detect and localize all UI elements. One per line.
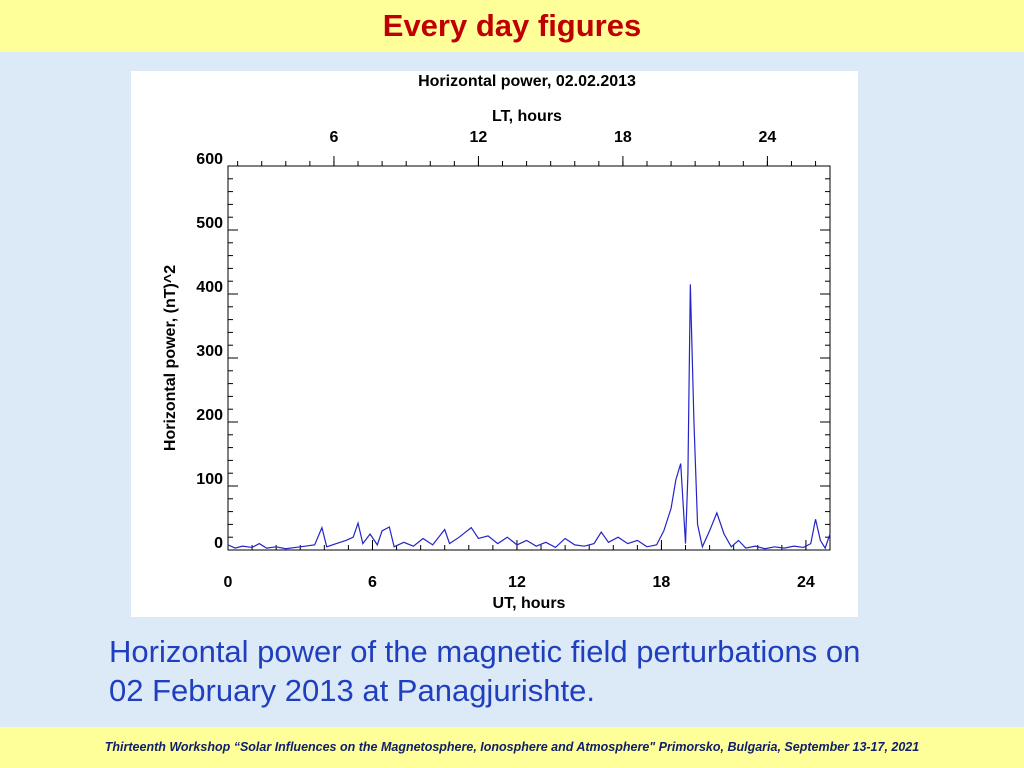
x2-tick-label: 24	[758, 129, 776, 146]
y-tick-label: 600	[196, 151, 223, 168]
x2-tick-label: 18	[614, 129, 632, 146]
x2-tick-label: 6	[329, 129, 338, 146]
footer-text: Thirteenth Workshop “Solar Influences on…	[104, 740, 920, 754]
y-tick-label: 300	[196, 343, 223, 360]
y-tick-label: 400	[196, 279, 223, 296]
chart-panel	[131, 71, 858, 617]
x-tick-label: 12	[508, 574, 526, 591]
y-axis-label: Horizontal power, (nT)^2	[162, 265, 179, 451]
x-axis-label: UT, hours	[493, 595, 566, 612]
x2-tick-label: 12	[470, 129, 488, 146]
x-tick-label: 24	[797, 574, 815, 591]
y-tick-label: 200	[196, 407, 223, 424]
y-tick-label: 100	[196, 471, 223, 488]
y-tick-label: 0	[214, 535, 223, 552]
caption: Horizontal power of the magnetic field p…	[109, 632, 860, 710]
x2-axis-label: LT, hours	[492, 108, 562, 125]
y-tick-label: 500	[196, 215, 223, 232]
data-line	[227, 284, 831, 550]
x-tick-label: 18	[653, 574, 671, 591]
caption-line: 02 February 2013 at Panagjurishte.	[109, 673, 595, 708]
x-tick-label: 6	[368, 574, 377, 591]
chart-title: Horizontal power, 02.02.2013	[418, 73, 636, 90]
slide-title: Every day figures	[382, 8, 642, 43]
caption-line: Horizontal power of the magnetic field p…	[109, 634, 861, 669]
x-tick-label: 0	[224, 574, 233, 591]
header-band	[0, 0, 1024, 52]
footer-band	[0, 727, 1024, 768]
